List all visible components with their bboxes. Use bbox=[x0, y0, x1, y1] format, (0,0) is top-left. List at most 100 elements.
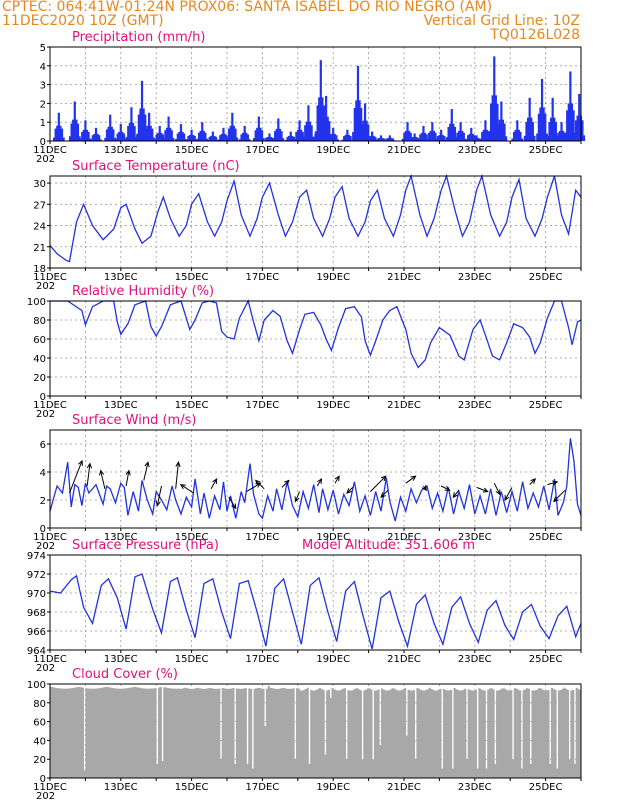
precip-bar bbox=[369, 135, 372, 141]
cloud-cover-bar bbox=[414, 759, 417, 778]
precip-bar bbox=[551, 97, 554, 141]
precip-bar bbox=[365, 120, 368, 141]
wind-arrow bbox=[69, 460, 83, 494]
y-tick-label: 30 bbox=[33, 179, 46, 190]
precip-bar bbox=[243, 125, 246, 141]
cloud-cover-bar bbox=[480, 689, 483, 778]
precip-bar bbox=[347, 134, 351, 141]
wind-arrow bbox=[334, 475, 340, 484]
precip-bar bbox=[260, 130, 264, 141]
cloud-cover-bar bbox=[577, 689, 580, 778]
precip-bar bbox=[295, 131, 298, 141]
cloud-cover-bar bbox=[379, 745, 382, 778]
precip-bar bbox=[93, 133, 96, 141]
cloud-cover-bar bbox=[269, 687, 272, 778]
cloud-cover-bar bbox=[354, 688, 357, 778]
precip-bar bbox=[99, 139, 102, 141]
precip-bar bbox=[84, 120, 87, 141]
cloud-cover-bar bbox=[228, 688, 231, 778]
wind-arrow-head bbox=[78, 459, 83, 466]
header-run-date: 11DEC2020 10Z (GMT) bbox=[2, 13, 164, 29]
cloud-cover-bar bbox=[159, 687, 162, 778]
cloud-cover-bar bbox=[154, 688, 157, 778]
y-tick-label: 966 bbox=[27, 627, 46, 638]
precip-bar bbox=[472, 138, 475, 141]
cloud-cover-bar bbox=[478, 688, 481, 778]
precip-bar bbox=[136, 133, 139, 141]
precip-bar bbox=[165, 127, 169, 141]
cloud-cover-bar bbox=[458, 690, 462, 778]
precip-bar bbox=[440, 129, 443, 141]
x-tick-label: 15DEC bbox=[175, 654, 209, 665]
year-stub-label: 202 bbox=[36, 663, 55, 674]
precip-bar bbox=[81, 131, 84, 141]
cloud-cover-bar bbox=[474, 689, 477, 778]
cloud-cover-bar bbox=[273, 688, 276, 778]
cloud-cover-bar bbox=[334, 690, 338, 778]
precip-bar bbox=[426, 138, 429, 141]
wind-arrow-head bbox=[530, 478, 537, 484]
panel-title: Precipitation (mm/h) bbox=[72, 30, 205, 45]
precip-bar bbox=[501, 119, 505, 141]
precip-bar bbox=[275, 128, 278, 141]
precip-bar bbox=[82, 129, 85, 141]
cloud-cover-bar bbox=[464, 688, 467, 778]
cloud-cover-bar bbox=[439, 688, 442, 778]
cloud-cover-bar bbox=[177, 688, 180, 778]
x-tick-label: 21DEC bbox=[387, 782, 421, 793]
cloud-cover-bar bbox=[212, 688, 216, 778]
cloud-cover-bar bbox=[136, 687, 139, 778]
cloud-cover-bar bbox=[264, 726, 267, 778]
precip-bar bbox=[554, 121, 557, 141]
precip-bar bbox=[312, 136, 316, 141]
precip-bar bbox=[310, 125, 313, 141]
cloud-cover-bar bbox=[166, 687, 169, 778]
precip-bar bbox=[441, 134, 444, 141]
precip-bar bbox=[280, 131, 283, 141]
precip-bar bbox=[576, 115, 579, 141]
precip-bar bbox=[436, 136, 440, 141]
precip-bar bbox=[114, 138, 118, 141]
cloud-cover-bar bbox=[283, 688, 286, 778]
cloud-cover-bar bbox=[115, 688, 118, 778]
precip-bar bbox=[79, 138, 82, 141]
x-tick-label: 21DEC bbox=[387, 145, 421, 156]
precip-bar bbox=[574, 120, 578, 141]
precip-bar bbox=[452, 123, 455, 141]
cloud-cover-bar bbox=[131, 687, 134, 778]
cloud-cover-bar bbox=[133, 686, 136, 778]
cloud-cover-bar bbox=[366, 688, 369, 778]
cloud-cover-bar bbox=[545, 690, 548, 778]
y-tick-label: 21 bbox=[33, 243, 46, 254]
precip-bar bbox=[498, 119, 501, 141]
cloud-cover-bar bbox=[373, 690, 377, 778]
y-tick-label: 4 bbox=[40, 62, 46, 73]
cloud-cover-bar bbox=[510, 690, 513, 778]
cloud-cover-bar bbox=[315, 689, 318, 778]
precip-bar bbox=[231, 112, 234, 141]
cloud-cover-bar bbox=[361, 759, 364, 778]
cloud-cover-bar bbox=[356, 688, 359, 778]
precip-bar bbox=[144, 128, 148, 141]
header-model-id: TQ0126L028 bbox=[490, 27, 580, 43]
cloud-cover-bar bbox=[405, 735, 408, 778]
x-tick-label: 17DEC bbox=[246, 145, 280, 156]
precip-bar bbox=[497, 123, 500, 141]
cloud-cover-bar bbox=[552, 688, 555, 778]
precip-bar bbox=[459, 122, 462, 141]
precip-bar bbox=[229, 125, 232, 141]
precip-bar bbox=[336, 139, 340, 141]
precip-bar bbox=[360, 124, 363, 141]
precip-bar bbox=[59, 125, 62, 141]
x-tick-label: 21DEC bbox=[387, 532, 421, 543]
precip-bar bbox=[391, 138, 395, 141]
precip-bar bbox=[387, 137, 390, 141]
precip-bar bbox=[505, 136, 508, 141]
cloud-cover-bar bbox=[94, 688, 97, 778]
panel-4: 0 2 4 6 11DEC 13DEC 15DEC 17DEC 19DEC 21DEC 23DEC 2… bbox=[33, 413, 582, 552]
cloud-cover-bar bbox=[60, 688, 63, 778]
wind-arrow-head bbox=[444, 485, 451, 491]
precip-bar bbox=[520, 138, 524, 141]
precip-bar bbox=[235, 137, 239, 141]
